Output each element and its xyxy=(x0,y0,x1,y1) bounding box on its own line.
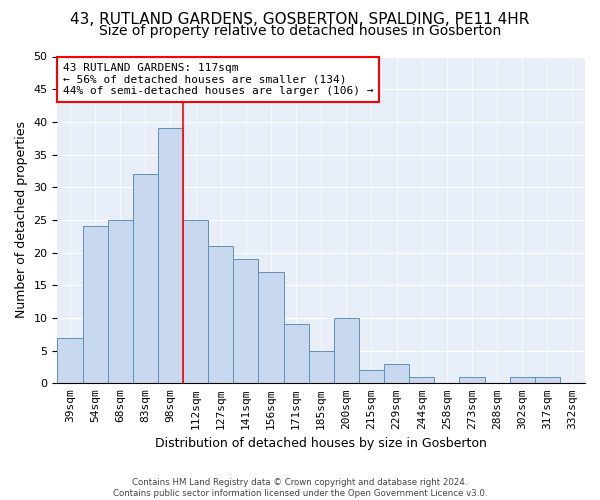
Bar xyxy=(107,220,133,384)
Text: Contains HM Land Registry data © Crown copyright and database right 2024.
Contai: Contains HM Land Registry data © Crown c… xyxy=(113,478,487,498)
Bar xyxy=(133,174,158,384)
Bar xyxy=(83,226,107,384)
Bar xyxy=(158,128,183,384)
Bar xyxy=(308,350,334,384)
Bar xyxy=(208,246,233,384)
Bar xyxy=(535,377,560,384)
Text: Size of property relative to detached houses in Gosberton: Size of property relative to detached ho… xyxy=(99,24,501,38)
Text: 43, RUTLAND GARDENS, GOSBERTON, SPALDING, PE11 4HR: 43, RUTLAND GARDENS, GOSBERTON, SPALDING… xyxy=(70,12,530,28)
X-axis label: Distribution of detached houses by size in Gosberton: Distribution of detached houses by size … xyxy=(155,437,487,450)
Bar xyxy=(509,377,535,384)
Bar xyxy=(384,364,409,384)
Bar xyxy=(233,259,259,384)
Bar xyxy=(58,338,83,384)
Bar xyxy=(259,272,284,384)
Text: 43 RUTLAND GARDENS: 117sqm
← 56% of detached houses are smaller (134)
44% of sem: 43 RUTLAND GARDENS: 117sqm ← 56% of deta… xyxy=(62,63,373,96)
Bar xyxy=(183,220,208,384)
Bar xyxy=(334,318,359,384)
Bar xyxy=(409,377,434,384)
Y-axis label: Number of detached properties: Number of detached properties xyxy=(15,122,28,318)
Bar xyxy=(460,377,485,384)
Bar xyxy=(284,324,308,384)
Bar xyxy=(359,370,384,384)
